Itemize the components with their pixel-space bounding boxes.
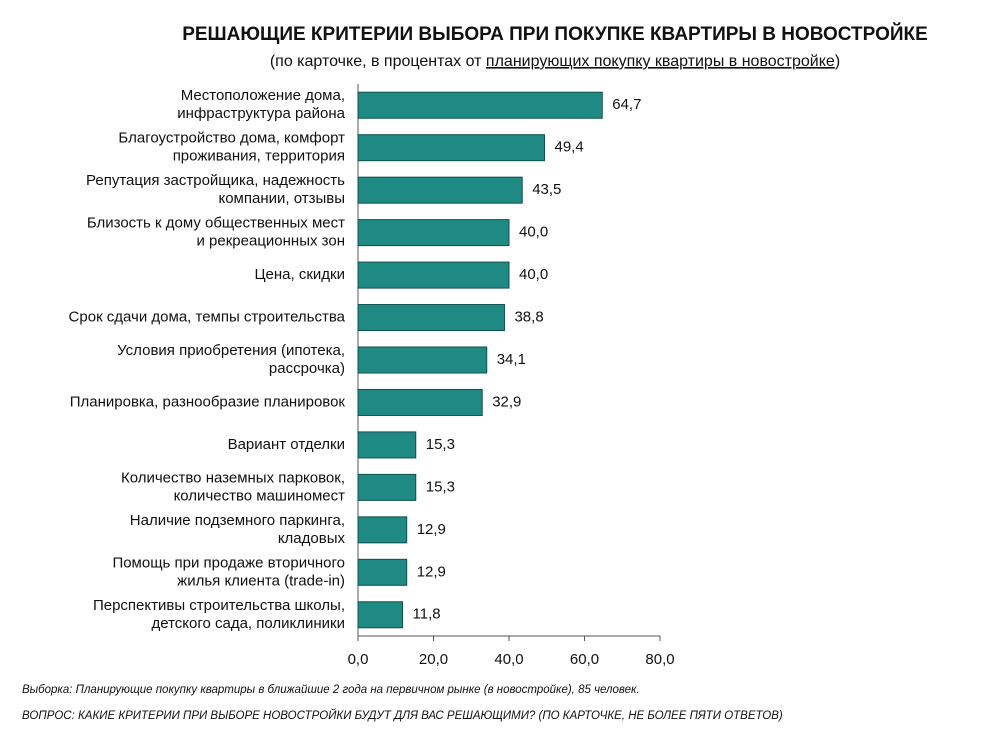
- category-label: Условия приобретения (ипотека, рассрочка): [117, 342, 345, 377]
- x-tick-label: 60,0: [570, 651, 599, 668]
- bar: [357, 176, 523, 204]
- category-line: Условия приобретения (ипотека,: [117, 342, 345, 359]
- subtitle-part: ): [835, 53, 840, 70]
- bar: [357, 473, 417, 501]
- bar: [357, 558, 408, 586]
- category-label: Репутация застройщика, надежность компани…: [86, 172, 345, 207]
- category-line: Помощь при продаже вторичного: [112, 554, 345, 571]
- value-label: 49,4: [554, 139, 583, 156]
- category-label: Количество наземных парковок, количество …: [121, 469, 345, 504]
- category-line: и рекреационных зон: [197, 233, 345, 250]
- bar: [357, 91, 603, 119]
- category-line: Наличие подземного паркинга,: [130, 512, 345, 529]
- category-line: Местоположение дома,: [181, 87, 345, 104]
- x-tick-label: 80,0: [645, 651, 674, 668]
- category-label: Цена, скидки: [254, 266, 345, 283]
- category-line: Репутация застройщика, надежность: [86, 172, 345, 189]
- category-label: Близость к дому общественных мест и рекре…: [87, 215, 345, 250]
- category-line: детского сада, поликлиники: [151, 615, 345, 632]
- category-line: Планировка, разнообразие планировок: [70, 393, 346, 410]
- x-tick-label: 20,0: [419, 651, 448, 668]
- bar: [357, 431, 417, 459]
- bar: [357, 601, 404, 629]
- bar: [357, 388, 483, 416]
- x-tick-label: 40,0: [494, 651, 523, 668]
- bar: [357, 516, 408, 544]
- value-label: 64,7: [612, 96, 641, 113]
- bar: [357, 304, 505, 332]
- category-label: Планировка, разнообразие планировок: [70, 393, 346, 410]
- subtitle-part: планирующих покупку квартиры в новострой…: [486, 53, 835, 70]
- value-label: 34,1: [497, 351, 526, 368]
- category-label: Срок сдачи дома, темпы строительства: [69, 309, 346, 326]
- category-line: Благоустройство дома, комфорт: [118, 130, 345, 147]
- value-label: 15,3: [426, 478, 455, 495]
- category-line: жилья клиента (trade-in): [177, 572, 345, 589]
- category-line: компании, отзывы: [218, 190, 345, 207]
- bar: [357, 261, 510, 289]
- category-line: Количество наземных парковок,: [121, 469, 345, 486]
- value-label: 12,9: [417, 563, 446, 580]
- category-line: Срок сдачи дома, темпы строительства: [69, 309, 346, 326]
- category-line: рассрочка): [269, 360, 345, 377]
- value-label: 40,0: [519, 224, 548, 241]
- x-tick-label: 0,0: [348, 651, 369, 668]
- category-label: Благоустройство дома, комфорт проживания,…: [118, 130, 345, 165]
- category-line: количество машиномест: [174, 487, 346, 504]
- category-label: Перспективы строительства школы, детского…: [93, 597, 345, 632]
- category-label: Помощь при продаже вторичного жилья клиен…: [112, 554, 345, 589]
- category-line: Перспективы строительства школы,: [93, 597, 345, 614]
- category-line: инфраструктура района: [177, 105, 345, 122]
- category-label: Вариант отделки: [228, 436, 345, 453]
- subtitle-part: (по карточке, в процентах от: [270, 53, 486, 70]
- value-label: 11,8: [413, 606, 441, 623]
- bar: [357, 134, 545, 162]
- value-label: 15,3: [426, 436, 455, 453]
- chart-title: РЕШАЮЩИЕ КРИТЕРИИ ВЫБОРА ПРИ ПОКУПКЕ КВА…: [182, 23, 928, 45]
- bar: [357, 219, 510, 247]
- value-label: 12,9: [417, 521, 446, 538]
- footnote: ВОПРОС: КАКИЕ КРИТЕРИИ ПРИ ВЫБОРЕ НОВОСТ…: [22, 709, 783, 722]
- chart-subtitle: (по карточке, в процентах от планирующих…: [270, 53, 840, 70]
- value-label: 43,5: [532, 181, 561, 198]
- category-line: Близость к дому общественных мест: [87, 215, 345, 232]
- category-line: проживания, территория: [173, 148, 345, 165]
- category-line: Вариант отделки: [228, 436, 345, 453]
- value-label: 40,0: [519, 266, 548, 283]
- category-label: Наличие подземного паркинга, кладовых: [130, 512, 346, 547]
- footnote: Выборка: Планирующие покупку квартиры в …: [22, 684, 640, 696]
- value-label: 38,8: [514, 309, 543, 326]
- value-label: 32,9: [492, 393, 521, 410]
- category-line: кладовых: [278, 530, 346, 547]
- category-line: Цена, скидки: [254, 266, 345, 283]
- bar: [357, 346, 488, 374]
- category-label: Местоположение дома, инфраструктура район…: [177, 87, 345, 122]
